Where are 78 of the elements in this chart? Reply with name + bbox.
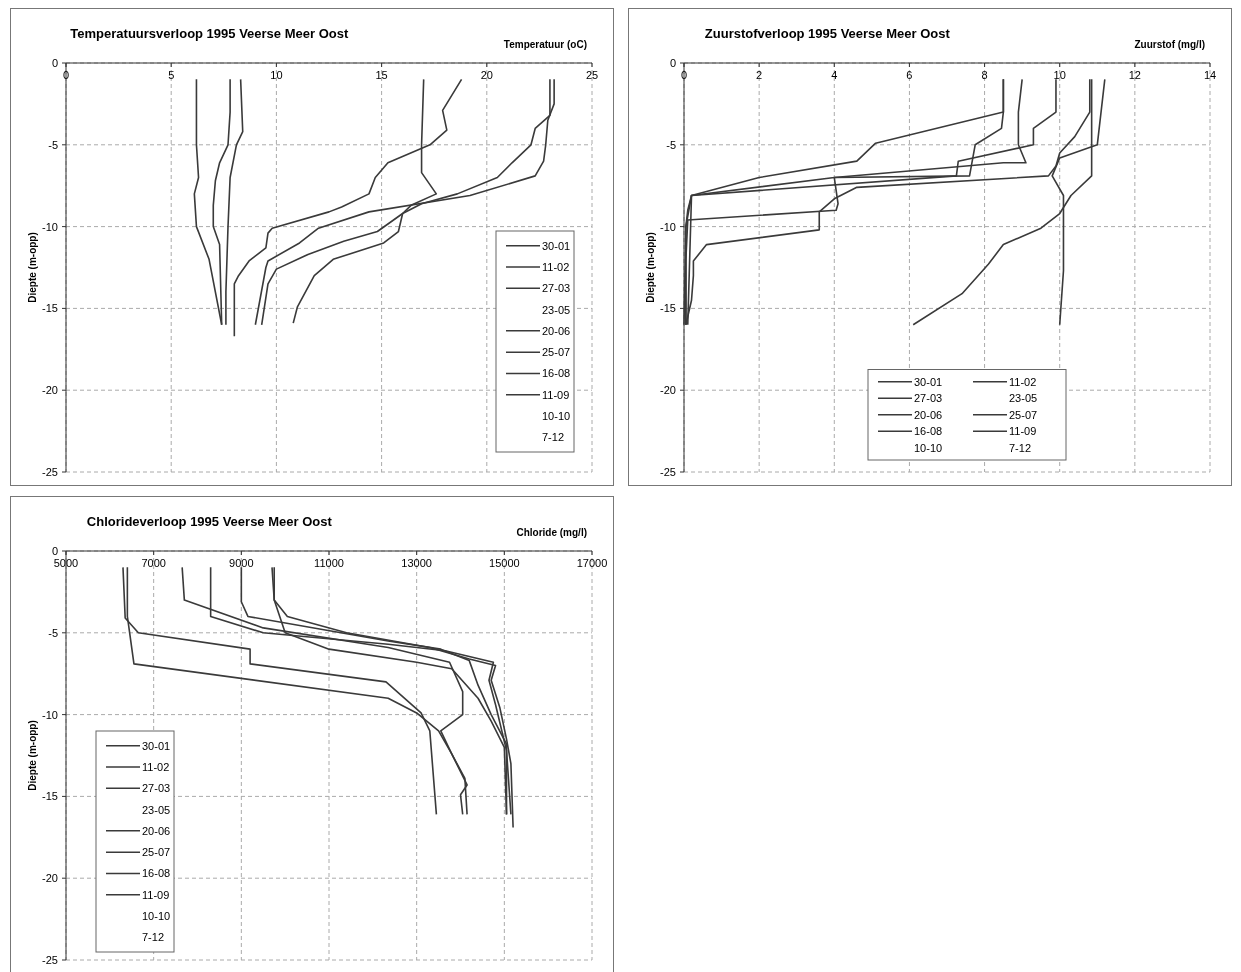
legend-label: 20-06 bbox=[142, 824, 171, 837]
legend-label: 16-08 bbox=[914, 425, 943, 438]
y-axis-title: Diepte (m-opp) bbox=[27, 720, 38, 791]
x-tick-label: 2 bbox=[756, 69, 763, 81]
chart-title: Zuurstofverloop 1995 Veerse Meer Oost bbox=[704, 26, 951, 41]
x-tick-label: 4 bbox=[831, 69, 838, 81]
x-tick-label: 9000 bbox=[229, 557, 254, 569]
y-tick-label: -20 bbox=[660, 384, 676, 397]
x-tick-label: 17000 bbox=[576, 557, 608, 569]
legend-label: 20-06 bbox=[542, 324, 571, 337]
x-tick-label: 15000 bbox=[489, 557, 520, 569]
y-tick-label: -20 bbox=[42, 384, 58, 397]
legend-label: 16-08 bbox=[542, 367, 571, 380]
x-tick-label: 10 bbox=[270, 69, 283, 81]
legend-label: 20-06 bbox=[914, 408, 943, 421]
y-tick-label: -10 bbox=[660, 220, 676, 233]
legend-label: 30-01 bbox=[542, 239, 571, 252]
y-tick-label: 0 bbox=[51, 545, 58, 557]
legend-label: 16-08 bbox=[142, 867, 171, 880]
text: 7-12 bbox=[142, 931, 165, 944]
legend-label: 25-07 bbox=[542, 346, 571, 359]
y-axis-title: Diepte (m-opp) bbox=[645, 232, 656, 303]
x-tick-label: 10 bbox=[1053, 69, 1066, 81]
y-tick-label: -5 bbox=[48, 138, 58, 151]
legend-label: 27-03 bbox=[142, 782, 171, 795]
text: 10-10 bbox=[914, 441, 943, 454]
y-tick-label: -25 bbox=[42, 954, 58, 966]
x-tick-label: 25 bbox=[585, 69, 599, 81]
x-axis-title: Zuurstof (mg/l) bbox=[1134, 39, 1205, 50]
y-tick-label: -5 bbox=[666, 138, 676, 151]
x-tick-label: 6 bbox=[906, 69, 913, 81]
chart-title: Temperatuursverloop 1995 Veerse Meer Oost bbox=[70, 26, 349, 41]
y-tick-label: -15 bbox=[660, 302, 676, 315]
x-tick-label: 14 bbox=[1203, 69, 1217, 81]
x-tick-label: 13000 bbox=[401, 557, 432, 569]
legend-label: 27-03 bbox=[542, 282, 571, 295]
text: 23-05 bbox=[142, 803, 171, 816]
x-tick-label: 8 bbox=[981, 69, 988, 81]
x-axis-title: Chloride (mg/l) bbox=[516, 527, 587, 538]
text: 23-05 bbox=[1009, 392, 1038, 405]
legend-label: 25-07 bbox=[1009, 408, 1038, 421]
x-tick-label: 5 bbox=[168, 69, 175, 81]
y-tick-label: -5 bbox=[48, 626, 58, 639]
text: 10-10 bbox=[542, 410, 571, 423]
x-tick-label: 15 bbox=[375, 69, 388, 81]
legend-label: 11-09 bbox=[1009, 425, 1037, 438]
x-tick-label: 5000 bbox=[53, 557, 79, 569]
legend-label: 11-02 bbox=[542, 260, 570, 273]
x-tick-label: 11000 bbox=[314, 557, 344, 569]
legend-label: 11-02 bbox=[142, 760, 170, 773]
legend-label: 11-09 bbox=[542, 388, 570, 401]
y-tick-label: -10 bbox=[42, 220, 58, 233]
y-tick-label: -20 bbox=[42, 872, 58, 885]
chart-title: Chlorideverloop 1995 Veerse Meer Oost bbox=[86, 514, 333, 529]
y-tick-label: 0 bbox=[51, 57, 58, 69]
legend-label: 11-09 bbox=[142, 888, 170, 901]
y-axis-title: Diepte (m-opp) bbox=[27, 232, 38, 303]
y-tick-label: -25 bbox=[660, 466, 676, 478]
legend-label: 30-01 bbox=[142, 739, 171, 752]
x-tick-label: 0 bbox=[680, 69, 688, 81]
x-tick-label: 20 bbox=[480, 69, 493, 81]
legend-label: 11-02 bbox=[1009, 375, 1037, 388]
x-tick-label: 12 bbox=[1128, 69, 1141, 81]
text: 7-12 bbox=[1009, 441, 1032, 454]
text: 7-12 bbox=[542, 431, 565, 444]
y-tick-label: -15 bbox=[42, 302, 58, 315]
y-tick-label: -15 bbox=[42, 790, 58, 803]
y-tick-label: -10 bbox=[42, 708, 58, 721]
legend-label: 25-07 bbox=[142, 846, 171, 859]
x-axis-title: Temperatuur (oC) bbox=[503, 39, 587, 50]
x-tick-label: 7000 bbox=[141, 557, 166, 569]
legend-label: 30-01 bbox=[914, 375, 943, 388]
legend-label: 27-03 bbox=[914, 392, 943, 405]
y-tick-label: 0 bbox=[669, 57, 676, 69]
x-tick-label: 0 bbox=[62, 69, 70, 81]
text: 10-10 bbox=[142, 910, 171, 923]
text: 23-05 bbox=[542, 303, 571, 316]
y-tick-label: -25 bbox=[42, 466, 58, 478]
